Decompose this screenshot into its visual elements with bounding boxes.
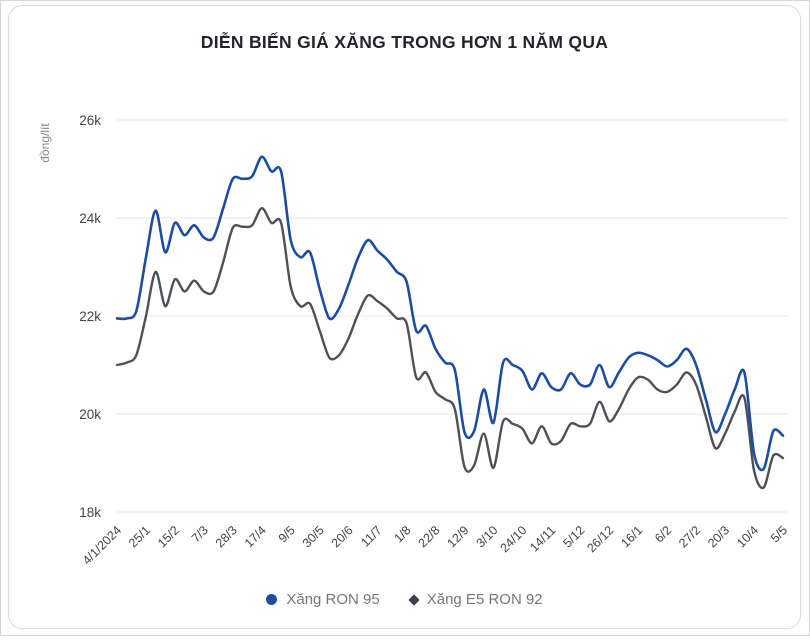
x-tick-9-5: 9/5 (276, 523, 298, 545)
line-xăng-ron-95 (115, 155, 785, 472)
legend-label-ron95: Xăng RON 95 (286, 591, 380, 608)
y-tick-26k: 26k (79, 113, 101, 128)
x-tick-14-11: 14/11 (527, 523, 558, 554)
x-tick-5-12: 5/12 (560, 523, 587, 550)
x-tick-5-5: 5/5 (768, 523, 790, 545)
y-axis-unit: đồng/lít (38, 123, 52, 163)
x-tick-27-2: 27/2 (676, 523, 703, 550)
x-tick-1-8: 1/8 (391, 523, 413, 545)
legend-item-e5ron92[interactable]: Xăng E5 RON 92 (408, 591, 543, 608)
legend-label-e5ron92: Xăng E5 RON 92 (426, 591, 543, 608)
x-tick-7-3: 7/3 (189, 523, 211, 545)
y-tick-20k: 20k (79, 407, 101, 422)
x-tick-17-4: 17/4 (242, 523, 269, 550)
ron95-circle-icon (266, 594, 278, 605)
x-tick-20-3: 20/3 (705, 523, 732, 550)
price-line-chart[interactable]: 18k 20k 22k 24k 26k đồng/lít 4/1/2024 25/1 15/2 7… (9, 6, 810, 642)
chart-legend: Xăng RON 95 Xăng E5 RON 92 (9, 591, 800, 608)
x-tick-24-10: 24/10 (497, 523, 529, 555)
x-tick-4-1-2024: 4/1/2024 (80, 523, 124, 567)
y-tick-24k: 24k (79, 211, 101, 226)
e5ron92-diamond-icon (408, 593, 420, 606)
y-tick-22k: 22k (79, 309, 101, 324)
x-tick-26-12: 26/12 (584, 523, 616, 555)
x-tick-10-4: 10/4 (734, 523, 761, 550)
chart-title: DIỄN BIẾN GIÁ XĂNG TRONG HƠN 1 NĂM QUA (200, 32, 609, 52)
x-tick-16-1: 16/1 (618, 523, 645, 550)
x-tick-11-7: 11/7 (358, 523, 384, 549)
x-tick-22-8: 22/8 (416, 523, 443, 550)
x-tick-30-5: 30/5 (300, 523, 327, 550)
x-tick-3-10: 3/10 (473, 523, 500, 550)
chart-card: DIỄN BIẾN GIÁ XĂNG TRONG HƠN 1 NĂM QUA 1… (8, 5, 801, 629)
x-tick-20-6: 20/6 (329, 523, 356, 550)
x-tick-28-3: 28/3 (213, 523, 240, 550)
line-xăng-e5-ron-92 (115, 207, 785, 490)
x-tick-25-1: 25/1 (126, 523, 153, 550)
legend-item-ron95[interactable]: Xăng RON 95 (266, 591, 380, 608)
x-tick-12-9: 12/9 (444, 523, 471, 550)
x-tick-15-2: 15/2 (155, 523, 182, 550)
x-tick-6-2: 6/2 (652, 523, 674, 545)
y-tick-18k: 18k (79, 505, 101, 520)
